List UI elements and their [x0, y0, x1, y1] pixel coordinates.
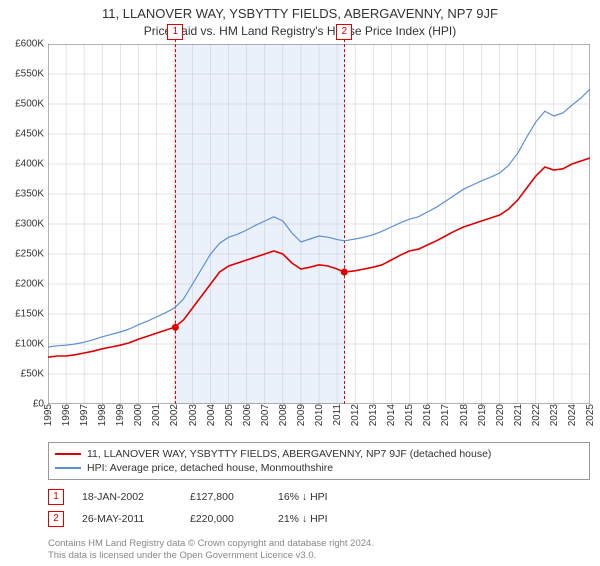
- x-tick-label: 2019: [477, 404, 488, 430]
- x-tick-label: 2007: [260, 404, 271, 430]
- y-tick-label: £150K: [15, 309, 48, 320]
- x-tick-label: 2006: [242, 404, 253, 430]
- y-tick-label: £400K: [15, 159, 48, 170]
- y-tick-label: £50K: [21, 369, 48, 380]
- chart-title: 11, LLANOVER WAY, YSBYTTY FIELDS, ABERGA…: [0, 6, 600, 21]
- legend-swatch-hpi: [55, 467, 81, 469]
- sale-events: 1 18-JAN-2002 £127,800 16% ↓ HPI 2 26-MA…: [48, 486, 590, 530]
- x-tick-label: 2000: [133, 404, 144, 430]
- legend-label-hpi: HPI: Average price, detached house, Monm…: [87, 462, 333, 474]
- x-tick-label: 2015: [404, 404, 415, 430]
- y-tick-label: £550K: [15, 69, 48, 80]
- x-tick-label: 1998: [97, 404, 108, 430]
- x-tick-label: 2013: [368, 404, 379, 430]
- x-tick-label: 2012: [350, 404, 361, 430]
- footer-line: Contains HM Land Registry data © Crown c…: [48, 538, 590, 550]
- y-tick-label: £500K: [15, 99, 48, 110]
- x-tick-label: 2024: [567, 404, 578, 430]
- y-tick-label: £250K: [15, 249, 48, 260]
- x-tick-label: 2018: [459, 404, 470, 430]
- x-tick-label: 2023: [549, 404, 560, 430]
- chart-svg: [48, 44, 590, 404]
- x-tick-label: 2008: [278, 404, 289, 430]
- x-tick-label: 2001: [151, 404, 162, 430]
- event-row: 2 26-MAY-2011 £220,000 21% ↓ HPI: [48, 508, 590, 530]
- footer: Contains HM Land Registry data © Crown c…: [48, 538, 590, 563]
- legend: 11, LLANOVER WAY, YSBYTTY FIELDS, ABERGA…: [48, 442, 590, 480]
- event-row: 1 18-JAN-2002 £127,800 16% ↓ HPI: [48, 486, 590, 508]
- event-price: £127,800: [190, 491, 260, 503]
- chart-container: 11, LLANOVER WAY, YSBYTTY FIELDS, ABERGA…: [0, 6, 600, 566]
- sale-dot: [341, 269, 348, 276]
- y-tick-label: £350K: [15, 189, 48, 200]
- x-tick-label: 2010: [314, 404, 325, 430]
- y-tick-label: £200K: [15, 279, 48, 290]
- legend-row: 11, LLANOVER WAY, YSBYTTY FIELDS, ABERGA…: [55, 447, 583, 461]
- x-tick-label: 2022: [531, 404, 542, 430]
- x-tick-label: 2014: [386, 404, 397, 430]
- x-tick-label: 2017: [440, 404, 451, 430]
- event-marker-2: 2: [48, 511, 64, 527]
- event-date: 26-MAY-2011: [82, 513, 172, 525]
- y-tick-label: £600K: [15, 39, 48, 50]
- x-tick-label: 1999: [115, 404, 126, 430]
- chart-plot-area: 12£0£50K£100K£150K£200K£250K£300K£350K£4…: [48, 44, 590, 404]
- footer-line: This data is licensed under the Open Gov…: [48, 550, 590, 562]
- x-tick-label: 2009: [296, 404, 307, 430]
- legend-label-property: 11, LLANOVER WAY, YSBYTTY FIELDS, ABERGA…: [87, 448, 491, 460]
- x-tick-label: 1997: [79, 404, 90, 430]
- x-tick-label: 2004: [206, 404, 217, 430]
- x-tick-label: 1996: [61, 404, 72, 430]
- legend-swatch-property: [55, 453, 81, 455]
- event-delta: 21% ↓ HPI: [278, 513, 328, 525]
- x-tick-label: 2005: [224, 404, 235, 430]
- y-tick-label: £100K: [15, 339, 48, 350]
- event-date: 18-JAN-2002: [82, 491, 172, 503]
- x-tick-label: 2021: [513, 404, 524, 430]
- x-tick-label: 2002: [169, 404, 180, 430]
- chart-subtitle: Price paid vs. HM Land Registry's House …: [0, 24, 600, 38]
- x-tick-label: 1995: [43, 404, 54, 430]
- y-tick-label: £300K: [15, 219, 48, 230]
- sale-marker-box: 1: [167, 24, 183, 40]
- x-tick-label: 2016: [422, 404, 433, 430]
- y-tick-label: £450K: [15, 129, 48, 140]
- sale-dot: [172, 324, 179, 331]
- event-price: £220,000: [190, 513, 260, 525]
- event-delta: 16% ↓ HPI: [278, 491, 328, 503]
- sale-marker-box: 2: [336, 24, 352, 40]
- x-tick-label: 2011: [332, 404, 343, 430]
- x-tick-label: 2025: [585, 404, 596, 430]
- event-marker-1: 1: [48, 489, 64, 505]
- x-tick-label: 2020: [495, 404, 506, 430]
- legend-row: HPI: Average price, detached house, Monm…: [55, 461, 583, 475]
- x-tick-label: 2003: [188, 404, 199, 430]
